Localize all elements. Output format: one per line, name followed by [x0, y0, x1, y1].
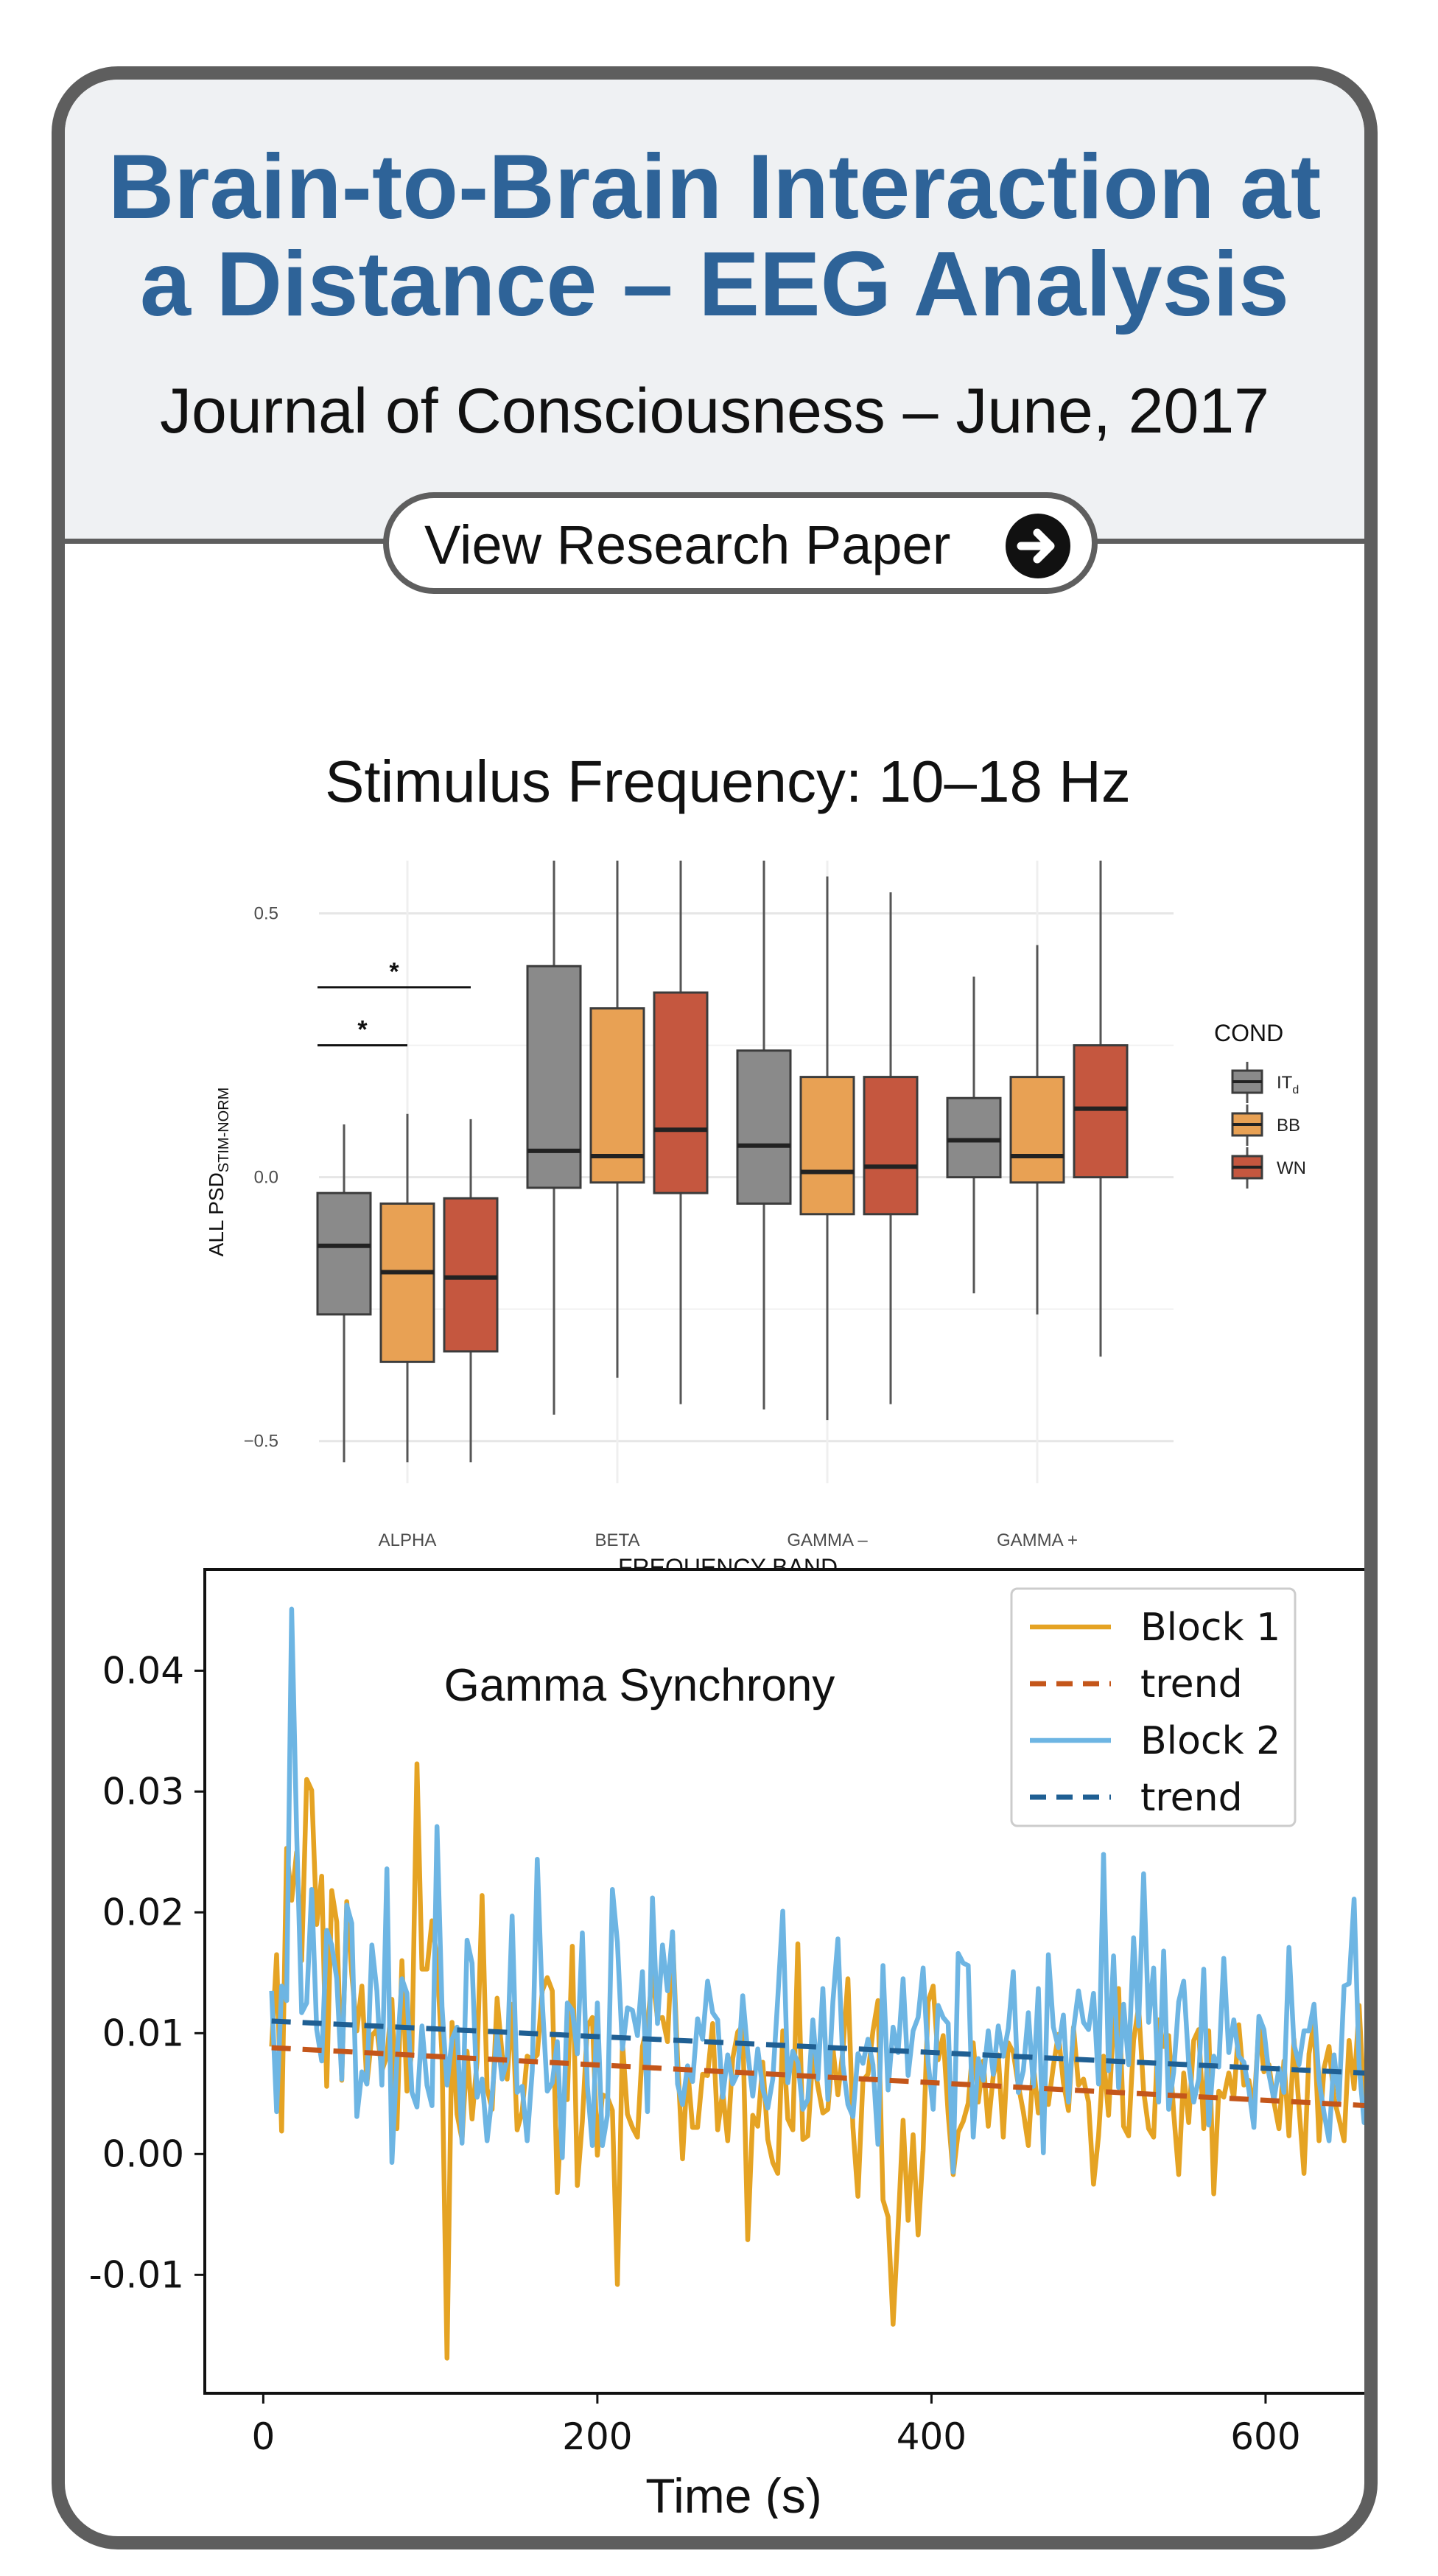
line-ytick-label: 0.03 [102, 1770, 184, 1813]
line-legend-label: Block 1 [1140, 1606, 1280, 1650]
box-BB-1 [589, 1007, 645, 1184]
significance-star: * [389, 958, 399, 986]
line-chart-title: Gamma Synchrony [444, 1660, 835, 1711]
box-ITd-2 [736, 1049, 792, 1205]
box-xtick-label: BETA [595, 1530, 640, 1550]
paper-title-line-1: Brain-to-Brain Interaction at [108, 136, 1322, 238]
paper-title: Brain-to-Brain Interaction at a Distance… [65, 139, 1364, 333]
box-WN-3 [1073, 1044, 1129, 1179]
box-xtick-label: GAMMA – [787, 1530, 868, 1550]
box-WN-2 [863, 1076, 919, 1216]
paper-card: Brain-to-Brain Interaction at a Distance… [52, 66, 1378, 2549]
box-ylabel-subscript: STIM-NORM [216, 1088, 232, 1173]
box-WN-0 [443, 1197, 499, 1353]
line-xtick-label: 0 [251, 2415, 275, 2458]
card-header: Brain-to-Brain Interaction at a Distance… [65, 80, 1364, 544]
box-xtick-label: ALPHA [379, 1530, 437, 1550]
line-legend-label: trend [1140, 1662, 1243, 1707]
line-ytick-label: 0.00 [102, 2132, 184, 2175]
significance-star: * [357, 1016, 368, 1044]
line-ytick-label: 0.04 [102, 1649, 184, 1692]
box-BB-2 [799, 1076, 855, 1216]
box-ytick-label: −0.5 [244, 1432, 278, 1452]
series-line-3 [271, 2018, 1364, 2076]
box-legend-subscript: d [1292, 1084, 1299, 1096]
box-xtick-label: GAMMA + [997, 1530, 1078, 1550]
arrow-right-circle-icon [1006, 514, 1070, 578]
line-chart: 0.04 0.03 0.02 0.01 0.00 -0.01 0 200 400 600 Time … [89, 1568, 1364, 2519]
line-legend-label: Block 2 [1140, 1719, 1280, 1763]
box-legend-title: COND [1214, 1020, 1283, 1046]
series-line-1 [271, 2045, 1364, 2108]
line-ytick-label: 0.02 [102, 1891, 184, 1933]
box-ITd-1 [526, 965, 582, 1189]
line-xtick-label: 200 [562, 2415, 632, 2458]
view-research-paper-label: View Research Paper [424, 514, 951, 575]
box-BB-3 [1009, 1076, 1065, 1184]
box-WN-1 [653, 991, 709, 1194]
line-ytick-label: 0.01 [102, 2012, 184, 2054]
line-legend-label: trend [1140, 1776, 1243, 1820]
box-ytick-label: 0.5 [254, 904, 278, 924]
series-line-2 [269, 1606, 1364, 2175]
view-research-paper-button[interactable]: View Research Paper [383, 492, 1098, 594]
box-BB-0 [379, 1202, 435, 1363]
box-legend-label: WN [1277, 1158, 1306, 1178]
box-ITd-3 [946, 1096, 1002, 1179]
line-xtick-label: 600 [1230, 2415, 1300, 2458]
line-legend-box [1010, 1587, 1297, 1827]
line-xlabel: Time (s) [645, 2468, 822, 2519]
box-ytick-label: 0.0 [254, 1168, 278, 1188]
box-legend-label: ITd [1277, 1073, 1299, 1096]
box-legend-label: BB [1277, 1116, 1300, 1135]
line-xtick-label: 400 [897, 2415, 967, 2458]
box-ylabel: ALL PSDSTIM-NORM [205, 1088, 232, 1257]
line-ytick-label: -0.01 [89, 2253, 184, 2296]
box-ITd-0 [316, 1191, 372, 1316]
box-plot-chart: Stimulus Frequency: 10–18 Hz 0.5 0.0 −0.5 AL… [205, 749, 1306, 1581]
journal-citation: Journal of Consciousness – June, 2017 [160, 376, 1269, 447]
box-chart-title: Stimulus Frequency: 10–18 Hz [325, 749, 1131, 814]
paper-title-line-2: a Distance – EEG Analysis [140, 234, 1289, 335]
